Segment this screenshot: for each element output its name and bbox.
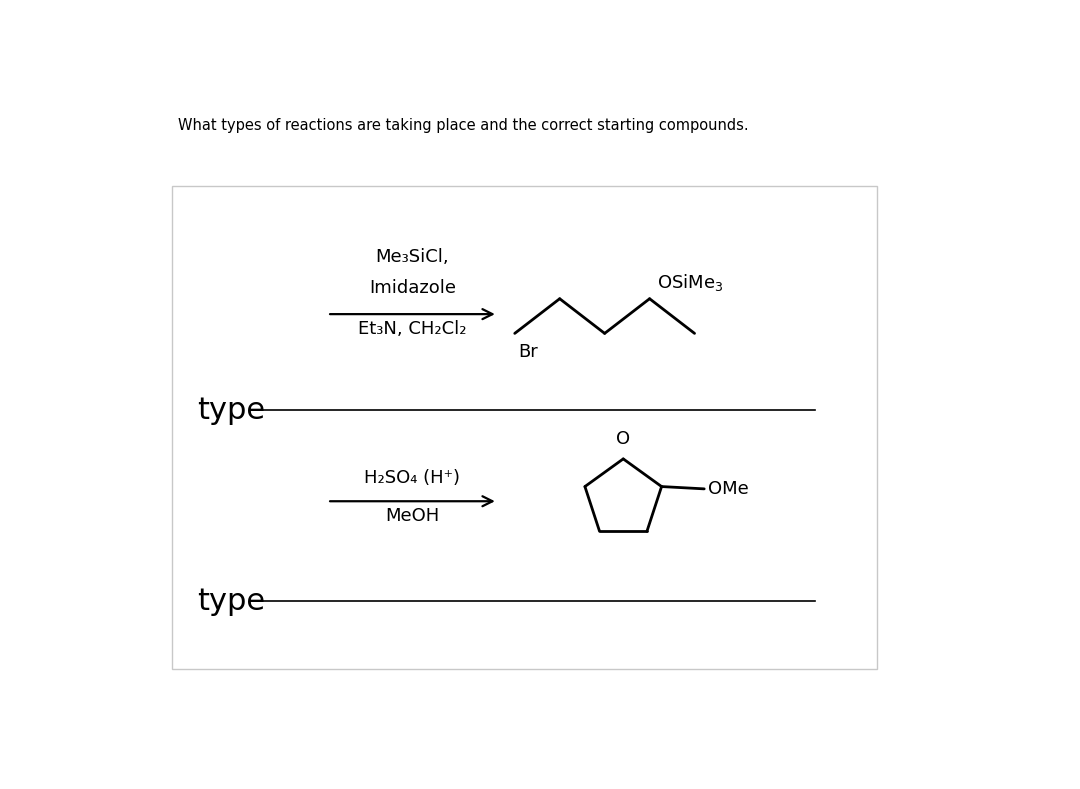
Text: Et₃N, CH₂Cl₂: Et₃N, CH₂Cl₂ xyxy=(359,320,467,338)
Text: OMe: OMe xyxy=(708,480,748,498)
Text: OSiMe$_3$: OSiMe$_3$ xyxy=(658,271,724,293)
Text: type: type xyxy=(197,587,265,616)
Text: MeOH: MeOH xyxy=(386,507,440,525)
Text: Me₃SiCl,: Me₃SiCl, xyxy=(376,249,449,267)
Text: O: O xyxy=(617,430,631,448)
Text: H₂SO₄ (H⁺): H₂SO₄ (H⁺) xyxy=(364,469,460,488)
Text: type: type xyxy=(197,396,265,425)
Text: What types of reactions are taking place and the correct starting compounds.: What types of reactions are taking place… xyxy=(177,118,748,133)
Text: Br: Br xyxy=(518,342,538,361)
Text: Imidazole: Imidazole xyxy=(369,279,456,297)
Bar xyxy=(172,185,877,669)
